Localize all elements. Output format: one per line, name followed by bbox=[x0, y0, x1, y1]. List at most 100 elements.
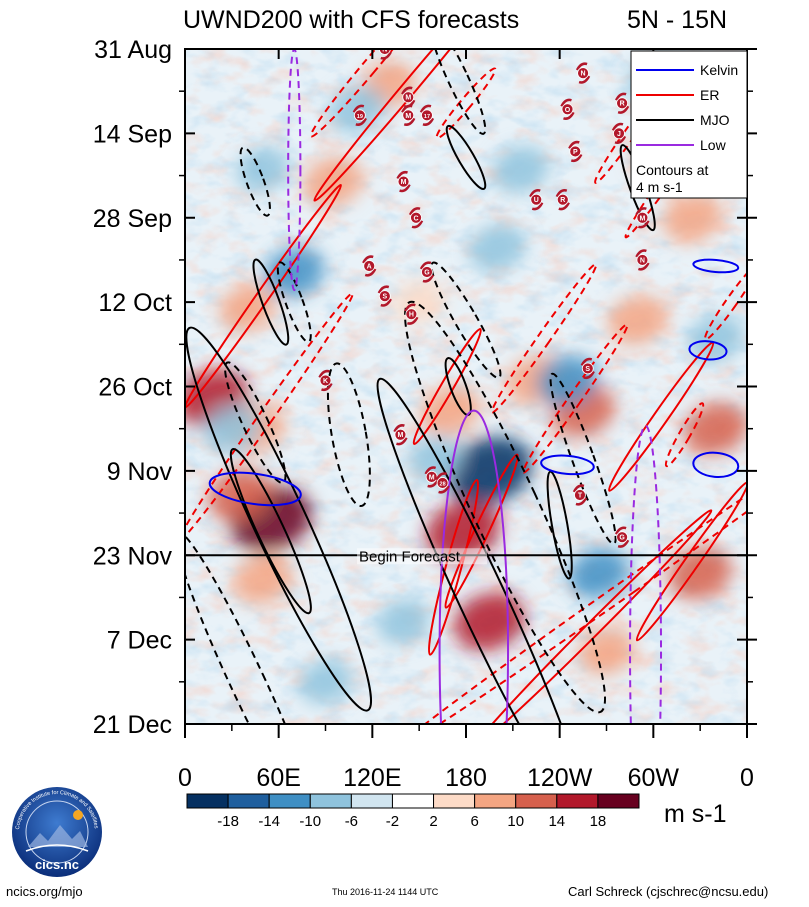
y-label-4: 26 Oct bbox=[98, 374, 172, 402]
colorbar-label-8: 14 bbox=[548, 813, 565, 830]
colorbar-segment-4 bbox=[350, 793, 393, 809]
axis-ticks bbox=[179, 48, 757, 738]
colorbar: -18 -14 -10 -6 -2 2 6 10 14 18 bbox=[186, 793, 640, 830]
legend-label-er: ER bbox=[700, 87, 719, 103]
anomaly-blob-11 bbox=[607, 295, 668, 346]
anomaly-blob-20 bbox=[447, 436, 532, 505]
legend-label-mjo: MJO bbox=[700, 112, 730, 128]
contour-mjo-32 bbox=[549, 372, 617, 545]
contour-mjo-21 bbox=[252, 258, 290, 346]
y-label-1: 14 Sep bbox=[93, 120, 172, 148]
x-label-5: 60W bbox=[628, 764, 680, 792]
contour-er-5 bbox=[185, 292, 354, 542]
legend-note-1: Contours at bbox=[636, 162, 708, 178]
contour-er-10 bbox=[444, 453, 519, 609]
contour-mjo-33 bbox=[185, 530, 321, 724]
colorbar-label-5: 2 bbox=[429, 813, 437, 830]
cics-nc-logo: Cooperative Institute for Climate and Sa… bbox=[12, 787, 102, 877]
legend: Kelvin ER MJO Low Contours at 4 m s-1 bbox=[630, 50, 748, 199]
storm-marker-16: A bbox=[362, 255, 377, 277]
colorbar-segment-3 bbox=[309, 793, 352, 809]
storm-label-12: R bbox=[560, 197, 565, 204]
contour-low-35 bbox=[438, 409, 510, 724]
storm-marker-26: G bbox=[614, 526, 630, 548]
colorbar-units: m s-1 bbox=[664, 800, 727, 828]
colorbar-label-0: -18 bbox=[217, 813, 239, 830]
footer-url: ncics.org/mjo bbox=[6, 884, 83, 899]
y-label-0: 31 Aug bbox=[94, 36, 172, 64]
y-label-6: 23 Nov bbox=[93, 542, 173, 570]
contour-mjo-31 bbox=[404, 300, 607, 714]
x-label-6: 0 bbox=[740, 764, 754, 792]
legend-note-2: 4 m s-1 bbox=[636, 179, 683, 195]
storm-marker-8: J bbox=[611, 122, 627, 144]
storm-label-21: K bbox=[323, 378, 328, 385]
colorbar-label-6: 6 bbox=[470, 813, 478, 830]
storm-label-15: N bbox=[640, 257, 645, 264]
anomaly-blob-32 bbox=[298, 659, 353, 705]
contour-mjo-34 bbox=[239, 146, 271, 217]
chart-region: 5N - 15N bbox=[627, 6, 727, 34]
contour-er-12 bbox=[394, 420, 747, 724]
contour-kelvin-42 bbox=[692, 258, 740, 274]
storm-label-13: M bbox=[639, 215, 645, 222]
colorbar-label-7: 10 bbox=[507, 813, 524, 830]
storm-label-16: A bbox=[367, 263, 372, 270]
storm-label-20: S bbox=[585, 366, 590, 373]
storm-marker-15: N bbox=[635, 249, 650, 271]
contour-mjo-18 bbox=[185, 326, 372, 712]
y-axis-labels: 31 Aug 14 Sep 28 Sep 12 Oct 26 Oct 9 Nov 23 No… bbox=[93, 36, 173, 739]
chart-title: UWND200 with CFS forecasts bbox=[183, 6, 519, 34]
contour-er-11 bbox=[427, 478, 480, 656]
storm-label-6: M bbox=[405, 113, 411, 120]
colorbar-segment-10 bbox=[597, 793, 640, 809]
anomaly-blob-26 bbox=[236, 147, 290, 192]
colorbar-segment-2 bbox=[268, 793, 311, 809]
x-label-1: 60E bbox=[256, 764, 300, 792]
contour-er-3 bbox=[435, 67, 497, 140]
contour-mjo-24 bbox=[546, 470, 573, 580]
contour-er-14 bbox=[635, 481, 747, 642]
contour-mjo-26 bbox=[430, 49, 487, 135]
contour-kelvin-38 bbox=[208, 471, 302, 507]
logo-text: cics.nc bbox=[35, 857, 79, 872]
legend-box bbox=[630, 50, 748, 199]
storm-track-layer: N N M O R 19 M 17 J P M U R M C N A G S H S K M M 28 T G bbox=[318, 49, 650, 548]
contour-er-2 bbox=[309, 49, 429, 138]
storm-label-1: N bbox=[581, 71, 586, 78]
colorbar-segment-6 bbox=[433, 793, 476, 809]
anomaly-blob-22 bbox=[468, 224, 526, 272]
x-label-3: 180 bbox=[445, 764, 487, 792]
storm-marker-19: H bbox=[404, 303, 419, 325]
forecast-label-bg bbox=[357, 548, 487, 565]
storm-marker-25: T bbox=[572, 484, 588, 506]
storm-marker-7: 17 bbox=[419, 104, 435, 126]
storm-marker-9: P bbox=[568, 140, 583, 163]
storm-label-24: 28 bbox=[440, 481, 446, 487]
legend-label-kelvin: Kelvin bbox=[700, 62, 738, 78]
storm-marker-18: S bbox=[377, 285, 392, 307]
contour-er-7 bbox=[522, 323, 629, 474]
storm-label-9: P bbox=[573, 149, 578, 156]
storm-marker-3: O bbox=[560, 98, 575, 120]
storm-label-18: S bbox=[382, 294, 387, 301]
anomaly-blob-30 bbox=[687, 314, 745, 362]
storm-marker-1: N bbox=[575, 62, 591, 84]
colorbar-segment-0 bbox=[186, 793, 229, 809]
storm-marker-12: R bbox=[555, 189, 570, 211]
anomaly-blob-31 bbox=[376, 599, 431, 644]
hovmoller-chart: UWND200 with CFS forecasts 5N - 15N N N M O… bbox=[93, 6, 757, 830]
storm-label-19: H bbox=[409, 312, 414, 319]
storm-label-8: J bbox=[617, 131, 621, 138]
colorbar-label-2: -10 bbox=[299, 813, 321, 830]
anomaly-blob-24 bbox=[568, 548, 629, 599]
x-label-4: 120W bbox=[527, 764, 593, 792]
contour-mjo-22 bbox=[445, 124, 487, 191]
legend-label-low: Low bbox=[700, 137, 727, 153]
contour-mjo-29 bbox=[326, 362, 371, 507]
colorbar-segment-1 bbox=[227, 793, 270, 809]
contour-mjo-28 bbox=[224, 361, 287, 484]
colorbar-segment-9 bbox=[556, 793, 599, 809]
contour-er-1 bbox=[313, 49, 510, 202]
contour-mjo-19 bbox=[376, 377, 587, 724]
